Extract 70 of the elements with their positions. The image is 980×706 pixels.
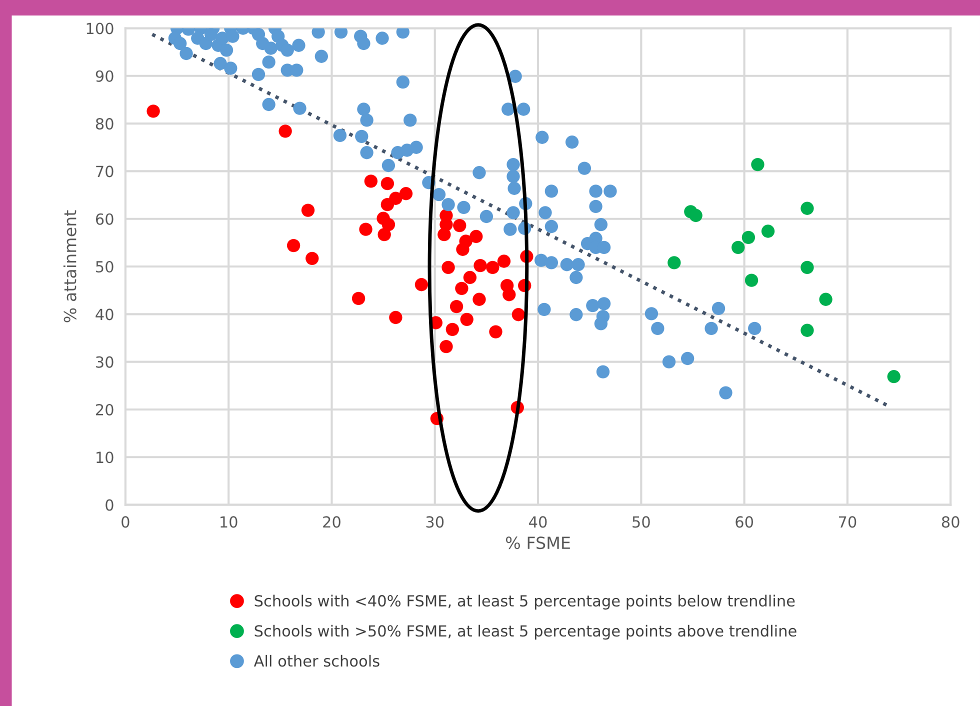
y-tick-label: 50	[96, 260, 114, 273]
point	[359, 222, 372, 236]
point	[486, 260, 500, 274]
x-tick-label: 50	[632, 516, 650, 528]
point	[472, 292, 486, 306]
legend-label: All other schools	[254, 654, 380, 667]
point	[732, 240, 745, 254]
point	[442, 260, 455, 274]
point	[278, 124, 292, 138]
point	[389, 310, 402, 324]
y-tick-label: 80	[96, 118, 114, 130]
point	[453, 218, 466, 232]
y-tick-label: 20	[96, 404, 114, 416]
point	[380, 177, 394, 190]
point	[689, 208, 702, 222]
x-tick-label: 30	[426, 516, 444, 528]
x-tick-label: 80	[942, 516, 960, 528]
point	[751, 158, 764, 172]
point	[497, 254, 511, 268]
point	[512, 308, 526, 322]
point	[440, 340, 453, 354]
point	[301, 204, 315, 217]
y-tick-label: 90	[96, 70, 114, 82]
x-tick-label: 60	[736, 516, 754, 528]
point	[463, 270, 477, 284]
point	[450, 300, 464, 314]
y-tick-label: 100	[86, 22, 114, 34]
x-axis-title: % FSME	[506, 536, 570, 550]
point	[800, 202, 814, 215]
point	[446, 322, 459, 336]
y-axis-title: % attainment	[63, 210, 76, 322]
point	[286, 238, 300, 252]
y-tick-label: 30	[96, 356, 114, 368]
x-tick-label: 20	[323, 516, 340, 528]
x-tick-label: 40	[529, 516, 547, 528]
point	[800, 260, 814, 274]
point	[887, 370, 900, 384]
point	[455, 282, 468, 296]
x-tick-label: 10	[220, 516, 238, 528]
point	[364, 174, 378, 188]
point	[742, 230, 756, 244]
point	[382, 218, 396, 232]
point	[438, 228, 451, 242]
x-tick-label: 0	[122, 516, 130, 528]
y-tick-label: 0	[106, 499, 114, 511]
point	[761, 224, 775, 238]
point	[819, 292, 832, 306]
point	[399, 187, 413, 200]
legend-label: Schools with <40% FSME, at least 5 percentage points below trendline	[254, 594, 795, 610]
point	[378, 228, 391, 242]
point	[800, 324, 814, 337]
legend-label: Schools with >50% FSME, at least 5 percentage points above trendline	[254, 624, 796, 640]
point	[146, 104, 160, 118]
point	[668, 256, 681, 270]
point	[352, 292, 366, 306]
point	[474, 258, 487, 272]
point	[470, 230, 483, 244]
y-tick-label: 40	[96, 308, 114, 320]
point	[502, 288, 516, 302]
point	[306, 252, 319, 265]
x-tick-label: 70	[838, 516, 856, 528]
point	[414, 278, 428, 292]
point	[460, 312, 474, 326]
y-tick-label: 10	[96, 452, 114, 464]
y-tick-label: 70	[96, 166, 114, 178]
point	[380, 198, 394, 212]
y-tick-label: 60	[96, 213, 114, 225]
point	[489, 325, 502, 338]
point	[456, 242, 470, 256]
point	[744, 274, 758, 287]
